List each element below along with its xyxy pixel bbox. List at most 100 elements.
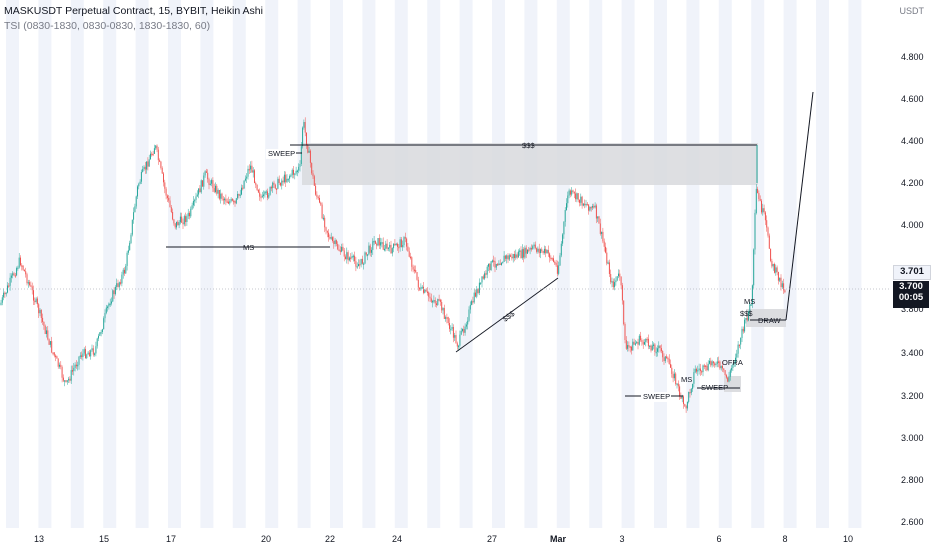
candle-body [651, 345, 653, 351]
candle-body [166, 195, 168, 199]
session-band [362, 0, 376, 528]
candle-body [394, 243, 396, 246]
candle-body [117, 283, 119, 287]
candle-body [465, 324, 467, 327]
candle-body [449, 323, 450, 329]
candle-body [775, 267, 777, 273]
session-band [394, 0, 408, 528]
sss-label-top[interactable]: $$$ [522, 141, 535, 150]
candle-body [641, 340, 643, 342]
session-band [621, 0, 635, 528]
liquidity-zone[interactable] [302, 143, 758, 185]
candle-body [316, 194, 318, 197]
draw-zone[interactable] [746, 309, 786, 327]
candle-body [330, 237, 332, 239]
sss-trendline[interactable] [455, 277, 559, 353]
candle-body [707, 363, 709, 371]
candle-body [530, 248, 532, 250]
projection-line[interactable] [785, 91, 814, 321]
candle-body [625, 340, 627, 349]
candle-body [476, 289, 478, 297]
candle-body [463, 329, 465, 333]
candle-body [421, 286, 423, 289]
symbol-title[interactable]: MASKUSDT Perpetual Contract, 15, BYBIT, … [4, 5, 263, 17]
candle-body [738, 344, 740, 347]
candle-body [118, 282, 120, 287]
session-band [135, 0, 149, 528]
candle-body [419, 287, 421, 290]
candle-body [116, 283, 118, 287]
candle-body [88, 352, 90, 357]
candle-body [82, 353, 84, 357]
session-band [330, 0, 343, 528]
candle-body [291, 169, 293, 176]
candle-body [629, 346, 631, 348]
candle-body [337, 243, 339, 250]
candle-body [367, 254, 369, 256]
sweep-label-bottom[interactable]: SWEEP [643, 392, 670, 401]
candle-body [706, 365, 708, 371]
candle-body [684, 404, 686, 406]
ms-label-small[interactable]: MS [744, 297, 755, 306]
last-price-badge: 3.701 [893, 265, 931, 280]
candle-body [143, 166, 145, 169]
candle-body [407, 246, 409, 252]
price-tick-label: 2.800 [901, 475, 924, 485]
candle-body [74, 364, 76, 368]
candle-body [576, 193, 578, 200]
candle-body [464, 326, 466, 333]
candle-body [437, 299, 439, 305]
candle-body [714, 363, 716, 366]
candle-body [272, 182, 274, 189]
draw-label[interactable]: DRAW [758, 316, 782, 325]
price-tick-label: 3.000 [901, 433, 924, 443]
sss-label-small[interactable]: $$$ [740, 309, 753, 318]
candle-body [72, 370, 73, 372]
ms-label-low[interactable]: MS [681, 375, 692, 384]
candle-body [229, 201, 231, 204]
candle-body [766, 220, 768, 228]
candle-body [725, 375, 727, 378]
candle-body [135, 196, 137, 207]
drawings-layer [166, 91, 814, 397]
candle-body [593, 206, 595, 208]
ms-label-mid[interactable]: MS [243, 243, 254, 252]
sweep-label-low2[interactable]: SWEEP [701, 383, 728, 392]
candle-body [86, 354, 88, 359]
session-band [6, 0, 19, 528]
candle-body [183, 216, 185, 225]
price-tick-label: 3.800 [901, 304, 924, 314]
candle-body [486, 266, 488, 275]
candle-body [234, 200, 236, 204]
candle-body [276, 188, 278, 190]
candle-body [376, 243, 378, 246]
candle-body [355, 261, 357, 267]
candle-body [198, 188, 200, 195]
session-band [751, 0, 765, 528]
candle-body [69, 378, 71, 381]
price-tick-label: 3.400 [901, 348, 924, 358]
candle-body [130, 234, 132, 243]
candle-body [20, 257, 21, 266]
candle-body [268, 194, 270, 198]
candle-body [242, 187, 244, 190]
candle-body [663, 357, 665, 362]
candle-body [498, 263, 500, 265]
candle-body [397, 243, 398, 247]
candle-body [764, 212, 766, 221]
candle-body [556, 265, 558, 274]
candle-body [610, 274, 612, 283]
candle-body [647, 338, 649, 347]
candle-body [727, 377, 729, 382]
candle-body [142, 169, 144, 172]
candle-body [439, 299, 441, 302]
candle-body [168, 198, 170, 201]
candle-body [624, 324, 626, 340]
indicator-label[interactable]: TSI (0830-1830, 0830-0830, 1830-1830, 60… [4, 20, 211, 32]
ofra-label[interactable]: OFRA [722, 358, 743, 367]
sweep-label-top[interactable]: SWEEP [268, 149, 295, 158]
candle-body [228, 201, 229, 204]
candle-body [34, 300, 36, 303]
price-tick-label: 4.800 [901, 52, 924, 62]
